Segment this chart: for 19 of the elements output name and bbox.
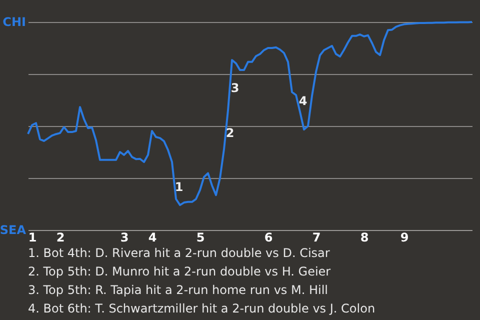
text: 3. Top 5th: R. Tapia hit a 2-run home run vs M. Hill [28, 283, 328, 297]
x-tick-label: 9 [400, 230, 409, 244]
x-tick-label: 1 [28, 230, 37, 244]
annotation: 2 [226, 126, 234, 140]
x-tick-label: 6 [264, 230, 273, 244]
x-tick-label: 7 [312, 230, 321, 244]
x-tick-label: 4 [148, 230, 157, 244]
text: CHI [2, 15, 26, 29]
x-tick-label: 5 [196, 230, 205, 244]
text: SEA [0, 223, 27, 237]
text: 2. Top 5th: D. Munro hit a 2-run double vs H. Geier [28, 264, 331, 278]
text: 4. Bot 6th: T. Schwartzmiller hit a 2-run double vs J. Colon [28, 302, 376, 316]
annotation: 1 [174, 180, 184, 194]
x-tick-label: 2 [56, 230, 65, 244]
x-tick-label: 3 [120, 230, 129, 244]
x-tick-label: 8 [360, 230, 369, 244]
annotation: 3 [230, 81, 240, 95]
annotation: 4 [298, 94, 308, 108]
text: 1. Bot 4th: D. Rivera hit a 2-run double vs D. Cisar [28, 246, 330, 260]
